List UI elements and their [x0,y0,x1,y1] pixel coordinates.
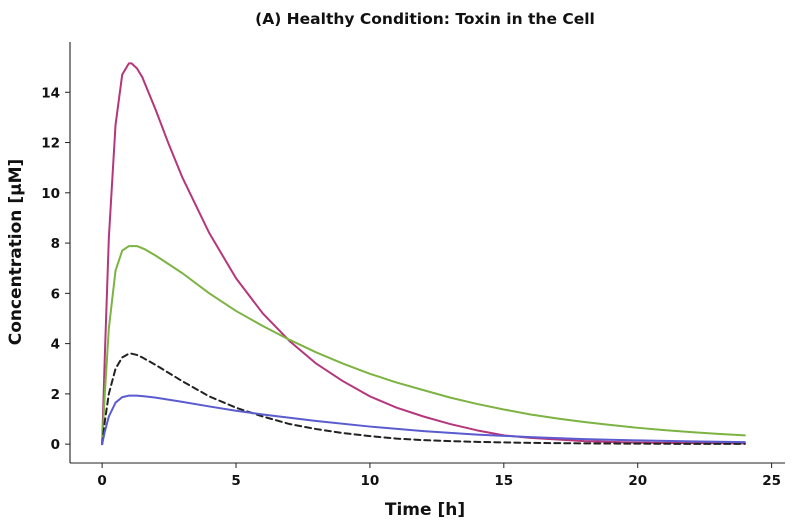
x-tick-label: 25 [762,473,781,489]
y-tick-label: 12 [41,136,60,152]
y-tick-label: 8 [51,236,60,252]
series-line-4 [101,394,746,446]
chart-title: (A) Healthy Condition: Toxin in the Cell [255,10,595,28]
y-tick-label: 6 [51,286,60,302]
y-tick-label: 10 [41,186,60,202]
y-axis-label: Concentration [μM] [6,159,26,346]
axes [69,42,785,464]
x-tick-label: 10 [361,473,380,489]
y-tick-label: 0 [51,437,60,453]
y-tick-label: 2 [51,387,60,403]
series-line-1 [101,62,746,446]
y-tick-label: 14 [41,85,60,101]
x-tick-label: 15 [494,473,513,489]
series-line-3 [101,352,746,446]
series-line-2 [101,245,746,446]
x-tick-label: 5 [231,473,240,489]
series-layer [101,62,746,446]
y-tick-label: 4 [51,337,60,353]
ticks: 0 5 10 15 20 25 0 2 4 6 8 10 12 14 [41,85,781,489]
x-tick-label: 0 [97,473,106,489]
x-tick-label: 20 [628,473,647,489]
x-axis-label: Time [h] [385,500,465,520]
